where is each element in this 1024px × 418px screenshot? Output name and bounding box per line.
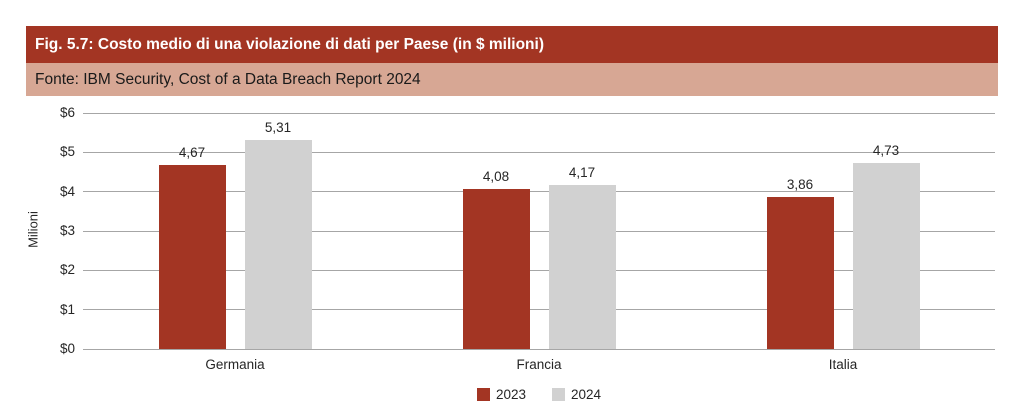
gridline	[83, 191, 995, 193]
y-axis-tick-label: $5	[59, 144, 75, 160]
figure-source: Fonte: IBM Security, Cost of a Data Brea…	[35, 70, 421, 88]
x-axis-category-label: Italia	[828, 357, 858, 372]
bar-2024-francia	[548, 184, 616, 349]
gridline	[83, 348, 995, 350]
y-axis-tick-label: $3	[59, 223, 75, 238]
gridline	[83, 309, 995, 311]
x-axis-category-label: Francia	[516, 357, 562, 372]
legend-item-2024: 2024	[552, 387, 601, 402]
legend-label-2024: 2024	[571, 387, 602, 402]
bar-2024-italia	[852, 162, 920, 349]
gridline	[83, 151, 995, 153]
chart-legend: 2023 2024	[83, 387, 995, 402]
y-axis-tick-label: $6	[59, 105, 75, 120]
bar-value-label: 4,08	[482, 168, 510, 184]
bar-2023-italia	[766, 197, 834, 349]
bar-2023-germania	[158, 165, 226, 349]
legend-swatch-2024	[552, 388, 565, 401]
bar-value-label: 4,17	[568, 164, 596, 180]
bar-value-label: 4,67	[178, 145, 206, 161]
bar-value-label: 4,73	[872, 142, 900, 158]
x-axis-category-label: Germania	[205, 357, 265, 372]
bar-value-label: 3,86	[786, 177, 814, 193]
figure-title-bar: Fig. 5.7: Costo medio di una violazione …	[26, 26, 998, 63]
y-axis-tick-label: $1	[59, 301, 75, 317]
gridline	[83, 269, 995, 271]
figure-source-bar: Fonte: IBM Security, Cost of a Data Brea…	[26, 63, 998, 96]
bar-2023-francia	[462, 188, 530, 349]
y-axis-tick-label: $0	[59, 341, 75, 356]
legend-item-2023: 2023	[476, 387, 526, 402]
figure-title: Fig. 5.7: Costo medio di una violazione …	[35, 35, 544, 53]
gridline	[83, 230, 995, 232]
y-axis-tick-label: $4	[59, 183, 75, 199]
y-axis-title: Milioni	[25, 211, 41, 248]
legend-label-2023: 2023	[495, 387, 526, 402]
legend-swatch-2023	[476, 388, 490, 401]
bar-2024-germania	[244, 140, 312, 349]
gridline	[83, 112, 995, 114]
y-axis-tick-label: $2	[59, 262, 75, 278]
bar-value-label: 5,31	[264, 120, 292, 136]
